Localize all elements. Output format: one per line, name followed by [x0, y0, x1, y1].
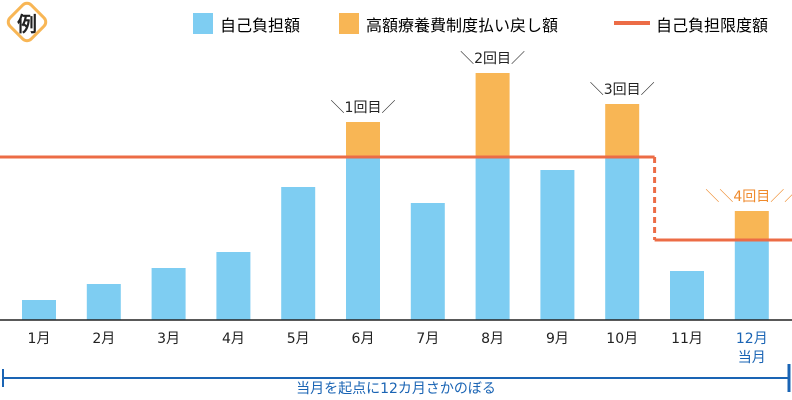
x-tick-label: 2月 — [92, 331, 115, 347]
x-tick-label: 10月 — [606, 331, 638, 347]
annotation: ＼1回目／ — [331, 100, 396, 116]
x-tick-label: 6月 — [352, 331, 375, 347]
bar-self-pay — [86, 284, 121, 320]
bar-refund — [346, 122, 380, 157]
annotation: ＼＼4回目／／ — [705, 189, 792, 205]
bar-self-pay — [605, 157, 640, 320]
bar-self-pay — [475, 157, 510, 320]
x-tick-label: 9月 — [546, 331, 569, 347]
bar-refund — [734, 211, 769, 240]
bar-self-pay — [216, 252, 251, 320]
x-tick-label: 1月 — [28, 331, 51, 347]
range-label: 当月を起点に12カ月さかのぼる — [296, 381, 496, 397]
x-tick-label: 11月 — [671, 331, 703, 347]
badge-text: 例 — [17, 12, 37, 36]
badge: 例 — [6, 1, 48, 43]
x-tick-label: 7月 — [416, 331, 439, 347]
bar-self-pay — [22, 300, 56, 320]
legend-swatch-self-pay — [193, 13, 213, 34]
bar-self-pay — [281, 187, 316, 320]
current-month-label: 当月 — [738, 350, 766, 366]
bar-self-pay — [151, 268, 186, 320]
x-tick-label: 12月 — [736, 331, 768, 347]
legend-swatch-refund — [339, 13, 359, 34]
x-tick-label: 5月 — [287, 331, 310, 347]
bar-refund — [475, 73, 510, 157]
legend-label-self-pay: 自己負担額 — [220, 16, 300, 35]
bar-self-pay — [410, 203, 445, 320]
range-bracket: 当月を起点に12カ月さかのぼる — [2, 364, 791, 397]
x-tick-label: 8月 — [481, 331, 504, 347]
bar-self-pay — [540, 170, 575, 320]
bar-refund — [605, 104, 640, 157]
bar-self-pay — [670, 271, 704, 320]
x-tick-label: 4月 — [222, 331, 245, 347]
annotation: ＼3回目／ — [590, 82, 655, 98]
x-tick-label: 3月 — [157, 331, 180, 347]
bar-self-pay — [346, 157, 380, 320]
badge-diamond — [6, 1, 48, 43]
legend-label-limit: 自己負担限度額 — [656, 16, 768, 35]
annotation: ＼2回目／ — [460, 51, 525, 67]
bar-self-pay — [734, 240, 769, 320]
limit-line — [0, 155, 792, 242]
legend-label-refund: 高額療養費制度払い戻し額 — [366, 16, 558, 35]
legend: 自己負担額 高額療養費制度払い戻し額 自己負担限度額 — [193, 13, 768, 35]
